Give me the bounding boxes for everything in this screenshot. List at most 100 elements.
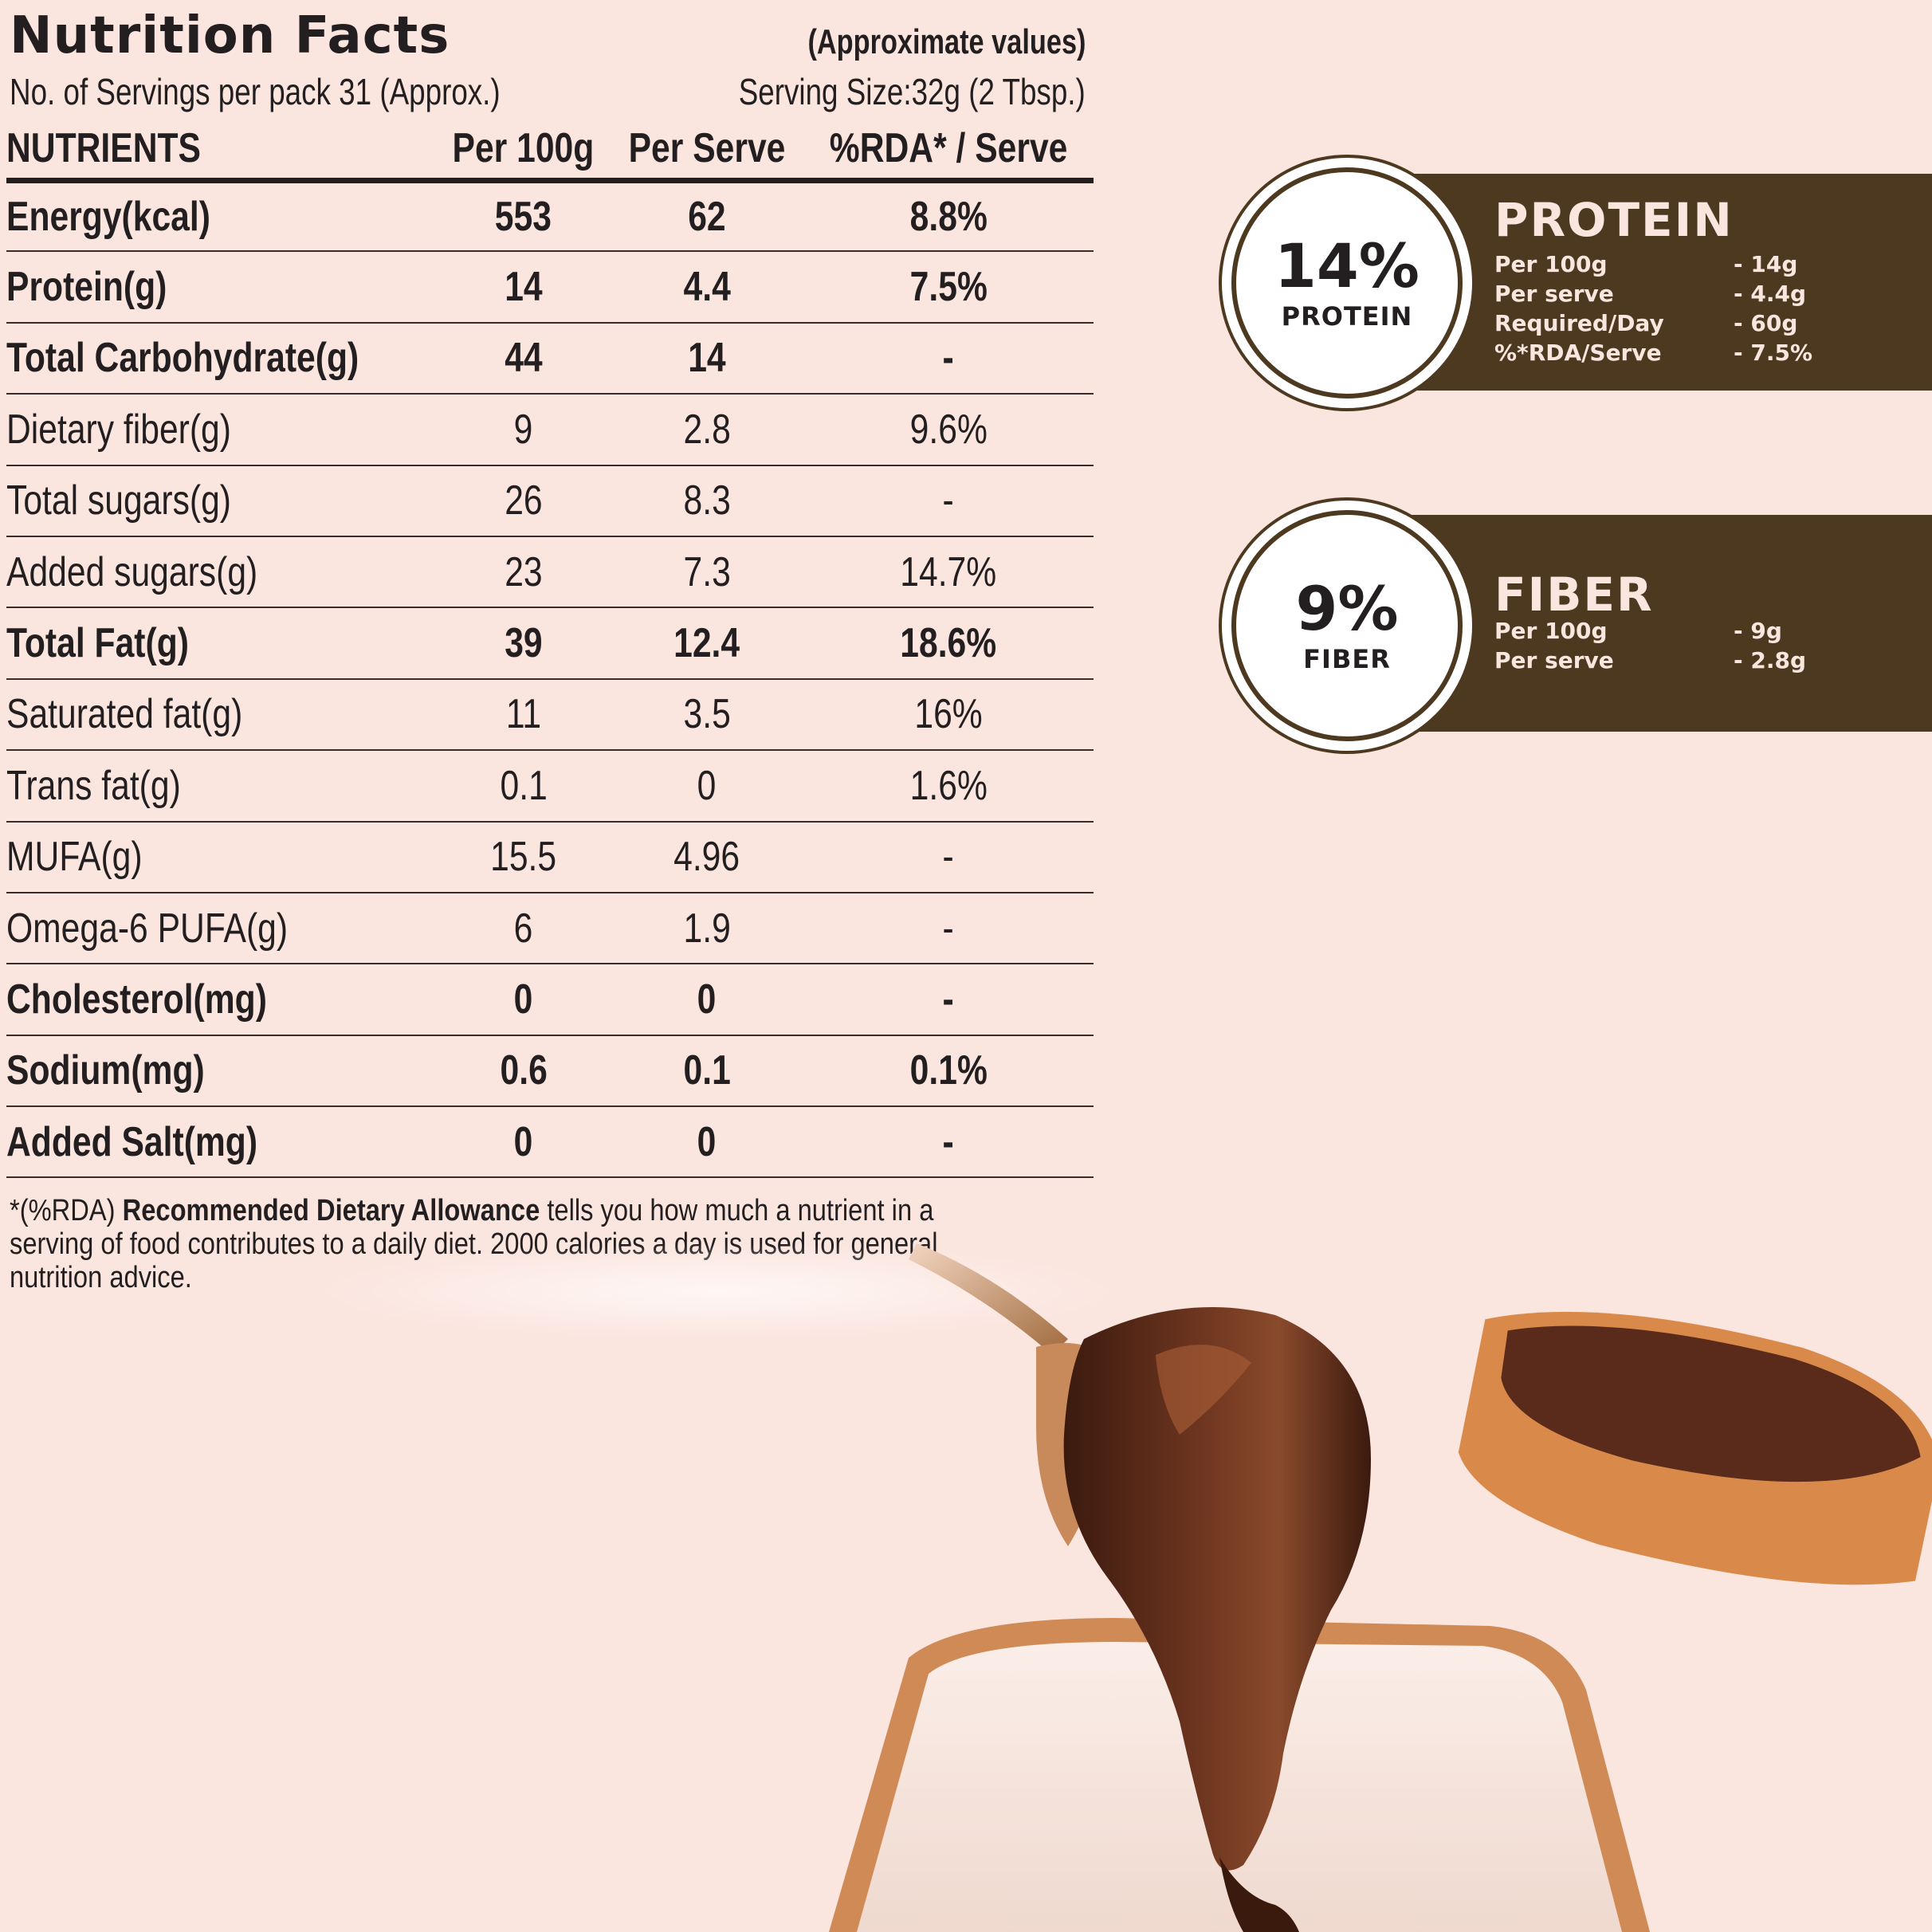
rda-value: - bbox=[803, 821, 1094, 893]
rda-footnote: *(%RDA) Recommended Dietary Allowance te… bbox=[10, 1194, 938, 1294]
protein-detail-row: Per 100g - 14g bbox=[1494, 251, 1909, 281]
protein-detail-label: Per serve bbox=[1494, 281, 1614, 307]
per-100g-value: 0.1 bbox=[436, 750, 611, 823]
nutrient-name: Omega-6 PUFA(g) bbox=[6, 892, 437, 965]
rda-value: 9.6% bbox=[803, 394, 1094, 466]
table-row: Total sugars(g) 26 8.3- bbox=[6, 465, 1094, 537]
rda-value: - bbox=[803, 1106, 1094, 1179]
nutrient-name: Cholesterol(mg) bbox=[6, 964, 437, 1036]
per-100g-value: 0 bbox=[436, 1106, 611, 1179]
nutrient-name: Saturated fat(g) bbox=[6, 678, 437, 752]
protein-detail-label: Per 100g bbox=[1494, 251, 1608, 277]
toast-slice bbox=[1458, 1311, 1932, 1585]
protein-percent: 14% bbox=[1274, 230, 1420, 301]
fiber-circle-label: FIBER bbox=[1303, 644, 1391, 674]
protein-circle-label: PROTEIN bbox=[1281, 301, 1413, 332]
chocolate-drip bbox=[1063, 1307, 1371, 1871]
protein-detail-value: - 60g bbox=[1734, 310, 1798, 336]
per-serve-value: 12.4 bbox=[611, 607, 803, 680]
fiber-detail-value: - 9g bbox=[1734, 618, 1782, 644]
fiber-detail-row: Per serve - 2.8g bbox=[1494, 647, 1909, 677]
protein-badge: 14% PROTEIN PROTEIN Per 100g - 14g Per ser… bbox=[1231, 167, 1932, 399]
table-row: MUFA(g) 15.5 4.96- bbox=[6, 821, 1094, 893]
nutrient-name: Energy(kcal) bbox=[6, 180, 437, 253]
chocolate-drip-tail bbox=[1219, 1857, 1299, 1932]
per-100g-value: 9 bbox=[436, 394, 611, 466]
nutrient-name: MUFA(g) bbox=[6, 821, 437, 893]
protein-detail-label: Required/Day bbox=[1494, 310, 1664, 336]
protein-detail-row: Per serve - 4.4g bbox=[1494, 281, 1909, 310]
serving-size: Serving Size:32g (2 Tbsp.) bbox=[738, 71, 1086, 112]
light-haze bbox=[319, 1243, 1116, 1339]
column-header-nutrients: NUTRIENTS bbox=[6, 120, 437, 183]
fiber-detail-list: Per 100g - 9g Per serve - 2.8g bbox=[1494, 618, 1909, 677]
per-100g-value: 6 bbox=[436, 892, 611, 965]
protein-detail-label: %*RDA/Serve bbox=[1494, 340, 1662, 366]
fiber-badge: 9% FIBER FIBER Per 100g - 9g Per serve - 2.… bbox=[1231, 510, 1932, 741]
nutrient-name: Protein(g) bbox=[6, 251, 437, 324]
per-100g-value: 14 bbox=[436, 251, 611, 324]
per-100g-value: 11 bbox=[436, 678, 611, 752]
nutrient-name: Trans fat(g) bbox=[6, 750, 437, 823]
per-serve-value: 4.4 bbox=[611, 251, 803, 324]
per-serve-value: 7.3 bbox=[611, 536, 803, 609]
per-serve-value: 2.8 bbox=[611, 394, 803, 466]
protein-detail-value: - 14g bbox=[1734, 251, 1798, 277]
protein-heading: PROTEIN bbox=[1494, 193, 1734, 247]
table-row: Total Fat(g) 39 12.4 18.6% bbox=[6, 607, 1094, 680]
table-row: Added Salt(mg) 0 0- bbox=[6, 1106, 1094, 1179]
table-row: Omega-6 PUFA(g) 6 1.9- bbox=[6, 892, 1094, 965]
per-100g-value: 23 bbox=[436, 536, 611, 609]
table-row: Sodium(mg) 0.6 0.1 0.1% bbox=[6, 1035, 1094, 1108]
per-serve-value: 62 bbox=[611, 180, 803, 253]
fiber-percent: 9% bbox=[1295, 573, 1399, 644]
chocolate-highlight bbox=[1156, 1345, 1251, 1435]
spoon-handle bbox=[909, 1243, 1068, 1355]
per-serve-value: 4.96 bbox=[611, 821, 803, 893]
table-row: Trans fat(g) 0.1 0 1.6% bbox=[6, 750, 1094, 823]
rda-value: - bbox=[803, 465, 1094, 537]
table-row: Total Carbohydrate(g) 44 14- bbox=[6, 322, 1094, 395]
servings-per-pack: No. of Servings per pack 31 (Approx.) bbox=[10, 71, 501, 112]
table-row: Dietary fiber(g) 9 2.8 9.6% bbox=[6, 394, 1094, 466]
chocolate-spread-illustration bbox=[319, 1243, 1932, 1932]
fiber-detail-row: Per 100g - 9g bbox=[1494, 618, 1909, 647]
table-row: Energy(kcal) 553 62 8.8% bbox=[6, 180, 1094, 253]
table-row: Saturated fat(g) 11 3.5 16% bbox=[6, 678, 1094, 752]
approx-note: (Approximate values) bbox=[807, 22, 1086, 61]
per-serve-value: 0.1 bbox=[611, 1035, 803, 1108]
per-100g-value: 553 bbox=[436, 180, 611, 253]
fiber-detail-value: - 2.8g bbox=[1734, 647, 1807, 673]
nutrient-name: Added sugars(g) bbox=[6, 536, 437, 609]
column-header-per-100g: Per 100g bbox=[436, 120, 611, 183]
rda-value: - bbox=[803, 892, 1094, 965]
per-serve-value: 14 bbox=[611, 322, 803, 395]
table-row: Cholesterol(mg) 0 0- bbox=[6, 964, 1094, 1036]
column-header-per-serve: Per Serve bbox=[611, 120, 803, 183]
rda-value: 14.7% bbox=[803, 536, 1094, 609]
per-serve-value: 8.3 bbox=[611, 465, 803, 537]
per-100g-value: 44 bbox=[436, 322, 611, 395]
nutrient-name: Added Salt(mg) bbox=[6, 1106, 437, 1179]
per-serve-value: 1.9 bbox=[611, 892, 803, 965]
per-100g-value: 0 bbox=[436, 964, 611, 1036]
nutrient-name: Total sugars(g) bbox=[6, 465, 437, 537]
fiber-heading: FIBER bbox=[1494, 567, 1654, 622]
per-100g-value: 15.5 bbox=[436, 821, 611, 893]
nutrient-name: Total Fat(g) bbox=[6, 607, 437, 680]
fiber-detail-label: Per serve bbox=[1494, 647, 1614, 673]
table-row: Added sugars(g) 23 7.3 14.7% bbox=[6, 536, 1094, 609]
rda-value: - bbox=[803, 322, 1094, 395]
protein-detail-value: - 4.4g bbox=[1734, 281, 1807, 307]
rda-value: 16% bbox=[803, 678, 1094, 752]
per-100g-value: 0.6 bbox=[436, 1035, 611, 1108]
rda-value: 0.1% bbox=[803, 1035, 1094, 1108]
rda-value: 18.6% bbox=[803, 607, 1094, 680]
protein-detail-value: - 7.5% bbox=[1734, 340, 1813, 366]
protein-badge-circle: 14% PROTEIN bbox=[1231, 167, 1463, 399]
per-100g-value: 39 bbox=[436, 607, 611, 680]
protein-detail-list: Per 100g - 14g Per serve - 4.4g Required/Day… bbox=[1494, 251, 1909, 369]
protein-detail-row: %*RDA/Serve - 7.5% bbox=[1494, 340, 1909, 369]
nutrient-name: Dietary fiber(g) bbox=[6, 394, 437, 466]
table-row: Protein(g) 14 4.4 7.5% bbox=[6, 251, 1094, 324]
